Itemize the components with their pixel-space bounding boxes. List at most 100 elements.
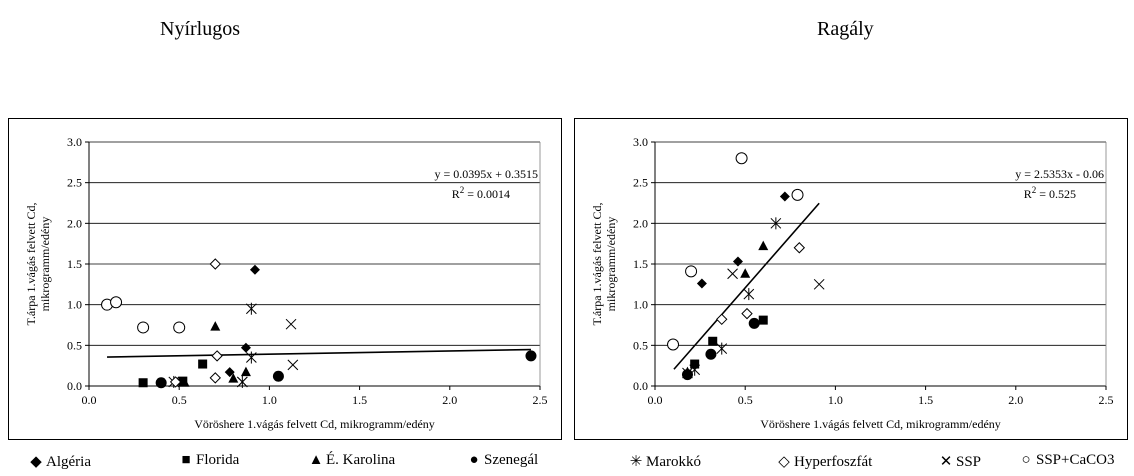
triangle-icon: ▲ (308, 452, 324, 468)
point-ssp (727, 268, 738, 280)
point-hyperfoszfat (169, 376, 182, 388)
trendline (107, 348, 531, 358)
trendline-equation: y = 0.0395x + 0.3515 (434, 167, 538, 181)
point-florida (138, 378, 148, 388)
y-tick-label: 2.5 (633, 176, 648, 190)
point-ssp (682, 367, 693, 379)
chart-title-right: Ragály (817, 18, 874, 40)
y-tick-label: 3.0 (67, 135, 82, 149)
point-marokko (246, 351, 257, 364)
point-algeria (779, 191, 790, 202)
point-algeria (224, 367, 235, 378)
y-axis-label: T.árpa 1.vágás felvett Cd, (24, 202, 38, 325)
x-tick-label: 0.5 (738, 393, 753, 407)
point-szenegal (525, 350, 537, 362)
point-e-karolina (179, 377, 190, 387)
point-marokko (689, 363, 701, 376)
x-tick-label: 1.5 (918, 393, 933, 407)
y-tick-label: 1.0 (633, 298, 648, 312)
point-ssp-caco3 (667, 338, 680, 351)
legend-item-marokko: ✳ Marokkó (629, 454, 701, 470)
point-algeria (240, 342, 251, 353)
legend: ◆ Algéria ■ Florida ▲ É. Karolina ● Szenegál… (0, 452, 1134, 474)
point-ssp-caco3 (685, 265, 698, 278)
point-szenegal (272, 370, 284, 382)
point-ssp-caco3 (137, 321, 150, 334)
point-ssp (285, 318, 297, 330)
x-tick-label: 1.5 (352, 393, 367, 407)
y-tick-label: 3.0 (633, 135, 648, 149)
scatter-chart-left: 0.0 0.5 1.0 1.5 2.0 2.5 3.0 0.0 0.5 1.0 1.5 2.0 2.5 V… (24, 135, 548, 431)
trendline-equation: y = 2.5353x - 0.06 (1015, 167, 1104, 181)
x-tick-label: 1.0 (262, 393, 277, 407)
circle-icon: ● (469, 452, 479, 468)
x-tick-label: 2.0 (1008, 393, 1023, 407)
y-axis-label: mikrogramm/edény (38, 217, 52, 312)
x-axis-label: Vöröshere 1.vágás felvett Cd, mikrogramm… (194, 417, 435, 431)
point-hyperfoszfat (716, 313, 728, 326)
point-e-karolina (758, 240, 769, 251)
point-e-karolina (740, 268, 751, 278)
legend-item-e-karolina: ▲ É. Karolina (308, 452, 396, 468)
point-e-karolina (228, 373, 239, 383)
legend-item-florida: ■ Florida (178, 452, 239, 469)
scatter-chart-right: 0.0 0.5 1.0 1.5 2.0 2.5 3.0 0.0 0.5 1.0 1.5 2.0 2.5 V… (590, 135, 1114, 431)
point-e-karolina (210, 321, 221, 331)
point-florida (708, 336, 718, 346)
x-tick-label: 2.5 (533, 393, 548, 407)
x-axis-label: Vöröshere 1.vágás felvett Cd, mikrogramm… (760, 417, 1001, 431)
y-tick-label: 2.0 (67, 216, 82, 230)
point-ssp (813, 278, 825, 290)
trendline (673, 202, 820, 370)
legend-item-ssp: ✕ SSP (939, 454, 982, 470)
diamond-icon: ◆ (30, 454, 42, 470)
legend-item-hyperfoszfat: ◇ Hyperfoszfát (776, 452, 872, 471)
point-florida (198, 359, 208, 369)
y-axis-label: mikrogramm/edény (604, 217, 618, 312)
point-hyperfoszfat (741, 307, 753, 320)
legend-item-ssp-caco3: ○ SSP+CaCO3 (1018, 452, 1114, 469)
y-tick-label: 0.0 (633, 379, 648, 393)
point-e-karolina (240, 366, 251, 377)
y-axis-label: T.árpa 1.vágás felvett Cd, (590, 202, 604, 325)
square-icon: ■ (181, 452, 191, 468)
x-tick-label: 2.5 (1099, 393, 1114, 407)
asterisk-icon: ✳ (629, 454, 643, 470)
y-tick-label: 0.5 (633, 338, 648, 352)
x-tick-label: 0.0 (648, 393, 663, 407)
point-hyperfoszfat (209, 258, 221, 270)
point-hyperfoszfat (793, 242, 806, 254)
x-tick-label: 2.0 (442, 393, 457, 407)
point-algeria (732, 256, 743, 267)
point-algeria (696, 278, 707, 289)
point-hyperfoszfat (209, 372, 221, 384)
legend-item-algeria: ◆ Algéria (28, 452, 91, 471)
point-szenegal (681, 369, 693, 381)
point-hyperfoszfat (211, 350, 223, 362)
chart-panel-left: 0.0 0.5 1.0 1.5 2.0 2.5 3.0 0.0 0.5 1.0 1.5 2.0 2.5 V… (8, 118, 562, 440)
x-icon: ✕ (939, 454, 953, 470)
x-tick-label: 0.5 (172, 393, 187, 407)
r-squared-label: R2 = 0.0014 (452, 185, 510, 201)
chart-panel-right: 0.0 0.5 1.0 1.5 2.0 2.5 3.0 0.0 0.5 1.0 1.5 2.0 2.5 V… (574, 118, 1128, 440)
point-ssp (287, 359, 299, 371)
point-florida (758, 315, 768, 325)
point-ssp-caco3 (735, 152, 748, 165)
x-tick-label: 0.0 (82, 393, 97, 407)
point-marokko (743, 288, 755, 301)
y-tick-label: 0.0 (67, 379, 82, 393)
y-tick-label: 1.5 (633, 257, 648, 271)
open-circle-icon: ○ (1021, 452, 1031, 468)
point-ssp-caco3 (173, 321, 186, 334)
point-marokko (246, 302, 257, 315)
point-algeria (249, 264, 260, 275)
point-ssp-caco3 (791, 188, 804, 201)
x-tick-label: 1.0 (828, 393, 843, 407)
point-marokko (770, 217, 782, 230)
r-squared-label: R2 = 0.525 (1024, 185, 1076, 201)
point-szenegal (748, 317, 760, 329)
point-ssp-caco3 (110, 296, 123, 309)
y-tick-label: 1.5 (67, 257, 82, 271)
legend-item-szenegal: ● Szenegál (466, 452, 538, 469)
point-marokko (716, 342, 728, 355)
